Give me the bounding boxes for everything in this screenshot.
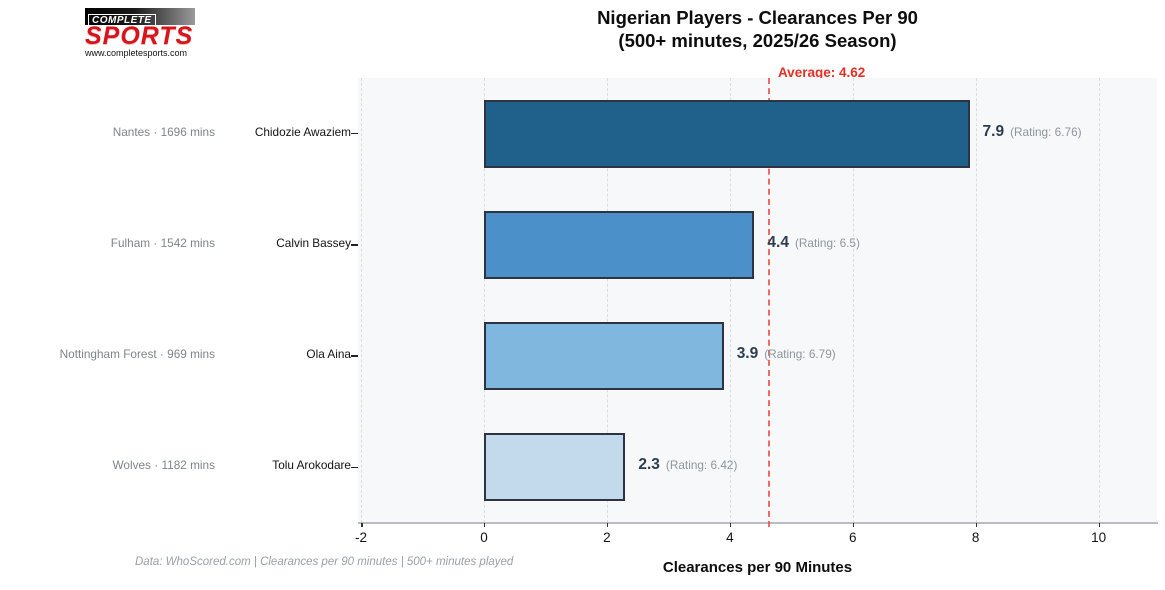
value-number: 2.3: [638, 456, 660, 474]
gridline: [852, 78, 854, 523]
rating-text: (Rating: 6.79): [764, 347, 836, 362]
value-number: 7.9: [982, 122, 1005, 140]
x-tick-label: -2: [355, 530, 368, 545]
y-tick-mark: [351, 132, 358, 135]
player-name-label: Chidozie Awaziem: [254, 124, 351, 139]
value-annotation: 4.4 (Rating: 6.5): [767, 234, 859, 252]
gridline: [729, 78, 731, 523]
value-number: 3.9: [736, 345, 759, 363]
rating-text: (Rating: 6.5): [794, 235, 860, 250]
gridline: [975, 78, 977, 523]
average-dashed-line: [767, 78, 770, 527]
team-minutes-label: Nottingham Forest · 969 mins: [59, 347, 215, 362]
x-tick-label: 0: [480, 530, 488, 545]
logo-url-text: www.completesports.com: [85, 48, 188, 58]
gridline: [606, 78, 608, 523]
y-tick-mark: [351, 466, 358, 469]
y-tick-mark: [351, 244, 358, 246]
complete-sports-logo: COMPLETE SPORTS www.completesports.com: [85, 8, 195, 58]
team-minutes-label: Nantes · 1696 mins: [112, 124, 215, 139]
y-tick-mark: [351, 355, 358, 357]
chart-title-line2: (500+ minutes, 2025/26 Season): [618, 30, 897, 51]
gridline: [361, 78, 363, 523]
rating-text: (Rating: 6.42): [665, 458, 738, 473]
x-tick-label: 2: [603, 530, 611, 545]
gridline: [1098, 78, 1100, 523]
logo-sports-text: SPORTS: [85, 22, 194, 50]
chart-title-line1: Nigerian Players - Clearances Per 90: [597, 7, 918, 28]
rating-text: (Rating: 6.76): [1010, 124, 1082, 139]
x-tick-mark: [975, 523, 978, 527]
x-tick-mark: [729, 523, 732, 527]
x-tick-label: 8: [971, 530, 980, 545]
bar-ola-aina: [483, 322, 724, 391]
plot-area: [358, 78, 1157, 527]
logo-complete-text: COMPLETE: [88, 14, 156, 27]
x-tick-mark: [483, 523, 486, 527]
x-axis-line: [358, 522, 1158, 524]
x-tick-mark: [361, 523, 363, 527]
bar-chidozie-awaziem: [483, 99, 970, 168]
value-annotation: 7.9 (Rating: 6.76): [983, 123, 1082, 141]
x-tick-mark: [606, 523, 609, 527]
x-tick-label: 4: [726, 530, 734, 545]
team-minutes-label: Wolves · 1182 mins: [112, 458, 216, 473]
team-minutes-label: Fulham · 1542 mins: [110, 235, 215, 250]
value-number: 4.4: [767, 233, 789, 251]
x-tick-label: 10: [1091, 530, 1107, 545]
x-tick-label: 6: [848, 530, 857, 545]
bar-calvin-bassey: [483, 210, 755, 279]
x-tick-mark: [852, 523, 855, 527]
value-annotation: 2.3 (Rating: 6.42): [638, 456, 737, 474]
player-name-label: Tolu Arokodare: [272, 458, 351, 473]
player-name-label: Calvin Bassey: [276, 235, 351, 250]
average-annotation: Average: 4.62: [777, 65, 866, 80]
source-note: Data: WhoScored.com | Clearances per 90 …: [135, 556, 514, 568]
value-annotation: 3.9 (Rating: 6.79): [737, 345, 836, 363]
chart-title: Nigerian Players - Clearances Per 90 (50…: [358, 6, 1157, 52]
player-name-label: Ola Aina: [306, 347, 351, 362]
bar-tolu-arokodare: [483, 433, 626, 502]
gridline: [483, 78, 485, 523]
x-tick-mark: [1098, 523, 1101, 527]
logo-top-banner: COMPLETE: [85, 8, 195, 27]
x-axis-title: Clearances per 90 Minutes: [662, 559, 853, 576]
